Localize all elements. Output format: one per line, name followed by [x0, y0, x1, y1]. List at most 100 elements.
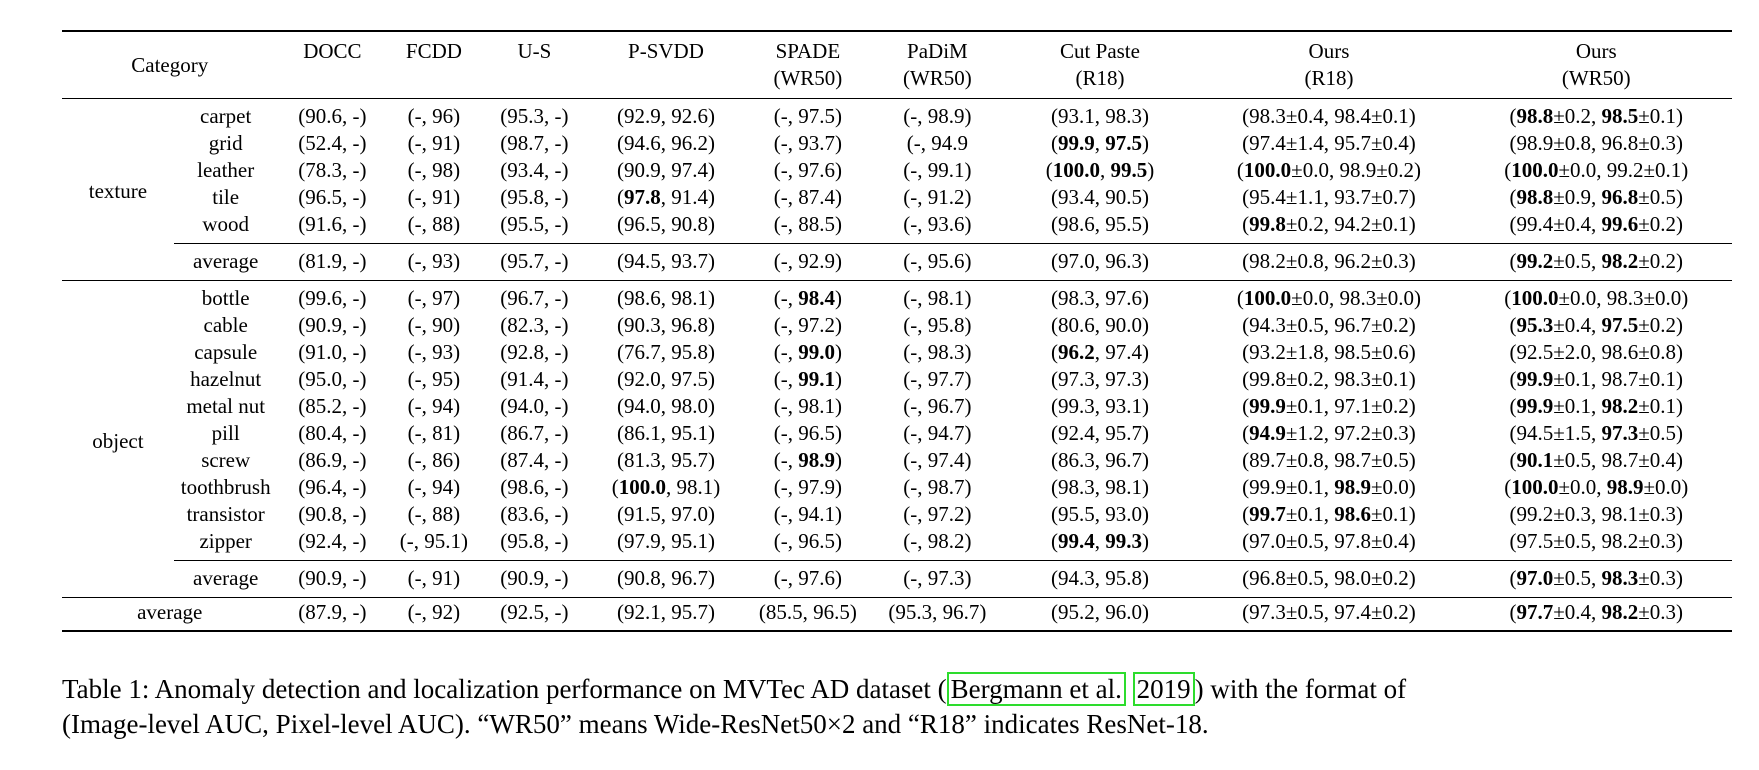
cell-text: ): [835, 448, 842, 472]
table-cell: (90.3, 96.8): [588, 312, 743, 339]
table-cell: (-, 97.3): [872, 560, 1003, 598]
cell-text: (90.6, -): [298, 104, 367, 128]
cell-text: (98.9±0.8, 96.8±0.3): [1509, 131, 1684, 155]
table-cell: (52.4, -): [277, 130, 387, 157]
table-cell: (97.4±1.4, 95.7±0.4): [1197, 130, 1460, 157]
cell-text: (: [1504, 158, 1512, 182]
cell-text: (: [1236, 286, 1244, 310]
cell-text: (90.9, -): [298, 313, 367, 337]
table-cell: (-, 97.2): [744, 312, 872, 339]
cell-text: (92.4, -): [298, 529, 367, 553]
row-category: metal nut: [186, 394, 266, 418]
cell-text: (: [1509, 566, 1517, 590]
bold-value: 98.2: [1601, 600, 1639, 624]
table-cell: (99.4, 99.3): [1003, 528, 1198, 561]
bold-value: 98.9: [1334, 475, 1371, 499]
table-cell: (95.2, 96.0): [1002, 597, 1198, 632]
cell-text: (: [1051, 131, 1059, 155]
table-cell: (-, 96): [387, 98, 481, 130]
cell-text: (91.4, -): [500, 367, 569, 391]
table-cell: (95.7, -): [480, 243, 589, 281]
table-cell: (95.4±1.1, 93.7±0.7): [1197, 184, 1460, 211]
cell-text: ±0.0): [1370, 475, 1416, 499]
cell-text: (95.5, -): [500, 212, 569, 236]
table-cell: (96.5, -): [277, 184, 387, 211]
cell-text: (-, 88.5): [773, 212, 842, 236]
bold-value: 98.2: [1601, 394, 1639, 418]
table-row: toothbrush (96.4, -) (-, 94) (98.6, -) (100.…: [62, 474, 1732, 501]
citation-author-link[interactable]: Bergmann et al.: [946, 672, 1126, 706]
header-method-name: DOCC: [303, 39, 362, 63]
bold-value: 99.9: [1516, 394, 1554, 418]
cell-text: (98.6, -): [500, 475, 569, 499]
cell-text: (: [1051, 340, 1059, 364]
table-cell: (82.3, -): [481, 312, 589, 339]
table-cell: (90.6, -): [277, 98, 388, 130]
header-method: Ours (WR50): [1460, 30, 1732, 99]
cell-text: , 91.4): [660, 185, 715, 209]
cell-text: (-, 97.2): [773, 313, 842, 337]
table-cell: (-, 98.7): [872, 474, 1003, 501]
table-cell: (97.0±0.5, 97.8±0.4): [1197, 528, 1460, 561]
bold-value: 98.8: [1516, 104, 1554, 128]
bold-value: 99.4: [1058, 529, 1095, 553]
cell-text: (-, 86): [407, 448, 461, 472]
cell-text: (85.2, -): [298, 394, 367, 418]
cell-text: (94.6, 96.2): [616, 131, 715, 155]
overall-average-row: average (87.9, -) (-, 92) (92.5, -) (92.1, 9…: [62, 597, 1732, 632]
cell-text: (97.3±0.5, 97.4±0.2): [1242, 600, 1416, 624]
cell-text: (90.9, 97.4): [616, 158, 715, 182]
cell-text: (94.5, 93.7): [616, 249, 715, 273]
header-method-name: U-S: [517, 39, 552, 63]
table-cell: (-, 98.9): [872, 98, 1003, 130]
table-cell: (93.2±1.8, 98.5±0.6): [1197, 339, 1460, 366]
citation-year-link[interactable]: 2019: [1132, 672, 1195, 706]
cell-text: (98.3±0.4, 98.4±0.1): [1242, 104, 1416, 128]
cell-text: (97.0, 96.3): [1051, 249, 1150, 273]
table-cell: (81.9, -): [277, 243, 388, 281]
bold-value: 95.3: [1516, 313, 1554, 337]
cell-text: ±0.2): [1638, 212, 1684, 236]
cell-text: (-, 97.2): [903, 502, 972, 526]
cell-text: ±0.0, 98.3±0.0): [1558, 286, 1689, 310]
header-method: SPADE (WR50): [743, 30, 873, 99]
table-cell: (90.9, -): [480, 560, 589, 598]
table-row: pill (80.4, -) (-, 81) (86.7, -) (86.1, 95.1…: [62, 420, 1732, 447]
table-cell: (-, 97.5): [743, 98, 873, 130]
table-cell: (-, 98.3): [872, 339, 1003, 366]
cell-text: (: [1242, 212, 1250, 236]
header-backbone: (R18): [1304, 66, 1354, 90]
table-cell: (-, 97.2): [872, 501, 1003, 528]
bold-value: 100.0: [1243, 286, 1292, 310]
row-category: cable: [203, 313, 248, 337]
table-cell: (100.0±0.0, 99.2±0.1): [1461, 157, 1732, 184]
cell-text: (-, 91): [407, 131, 461, 155]
table-cell: (98.8±0.2, 98.5±0.1): [1460, 98, 1732, 130]
cell-text: ,: [1094, 131, 1106, 155]
bold-value: 100.0: [1511, 475, 1559, 499]
cell-text: (93.2±1.8, 98.5±0.6): [1242, 340, 1416, 364]
table-cell: (80.4, -): [277, 420, 387, 447]
cell-text: (-, 91): [407, 566, 461, 590]
table-cell: (76.7, 95.8): [588, 339, 743, 366]
cell-text: (-, 95.6): [903, 249, 972, 273]
cell-text: (98.3, 98.1): [1051, 475, 1150, 499]
caption-suffix: ) with the format of: [1194, 674, 1407, 704]
bold-value: 97.0: [1516, 566, 1554, 590]
table-cell: (-, 88): [387, 501, 480, 528]
table-cell: (-, 93): [387, 339, 480, 366]
table-cell: (-, 94): [387, 474, 480, 501]
cell-text: (-, 98.7): [903, 475, 972, 499]
cell-text: (-, 96.5): [773, 421, 842, 445]
bold-value: 97.3: [1601, 421, 1639, 445]
table-cell: (90.8, -): [277, 501, 387, 528]
cell-text: (95.5, 93.0): [1051, 502, 1150, 526]
table-cell: (99.3, 93.1): [1003, 393, 1198, 420]
cell-text: (: [1509, 185, 1517, 209]
cell-text: ): [835, 340, 842, 364]
cell-text: (90.8, 96.7): [616, 566, 715, 590]
cell-text: (81.9, -): [298, 249, 367, 273]
table-cell: (95.3, 96.7): [872, 597, 1003, 632]
cell-text: (-, 97.4): [903, 448, 972, 472]
table-cell: (-, 96.7): [872, 393, 1003, 420]
